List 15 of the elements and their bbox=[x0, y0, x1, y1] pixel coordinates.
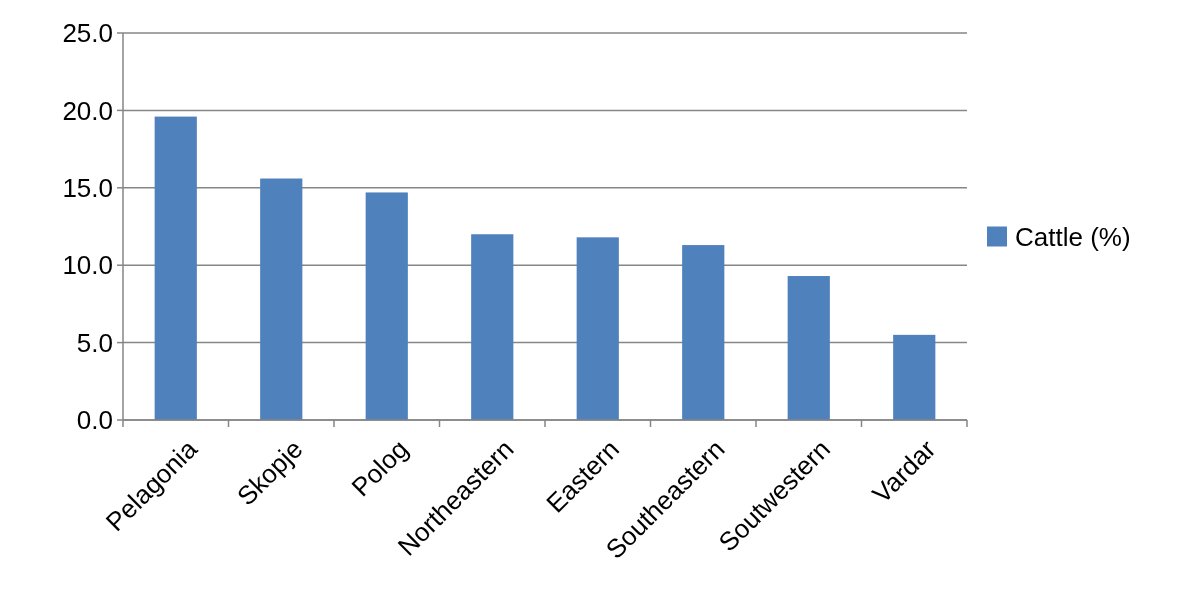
y-tick-label: 15.0 bbox=[62, 172, 113, 203]
legend-label: Cattle (%) bbox=[1015, 221, 1131, 252]
bar bbox=[260, 178, 303, 420]
bar bbox=[154, 116, 197, 420]
y-tick-label: 25.0 bbox=[62, 18, 113, 49]
bar bbox=[365, 192, 408, 420]
bar bbox=[471, 234, 514, 420]
y-tick-label: 20.0 bbox=[62, 95, 113, 126]
bar bbox=[787, 276, 830, 420]
y-tick-label: 0.0 bbox=[76, 405, 113, 436]
y-tick-label: 5.0 bbox=[76, 327, 113, 358]
bar bbox=[576, 237, 619, 420]
bar bbox=[682, 245, 725, 420]
bar bbox=[893, 334, 936, 420]
y-tick-label: 10.0 bbox=[62, 250, 113, 281]
